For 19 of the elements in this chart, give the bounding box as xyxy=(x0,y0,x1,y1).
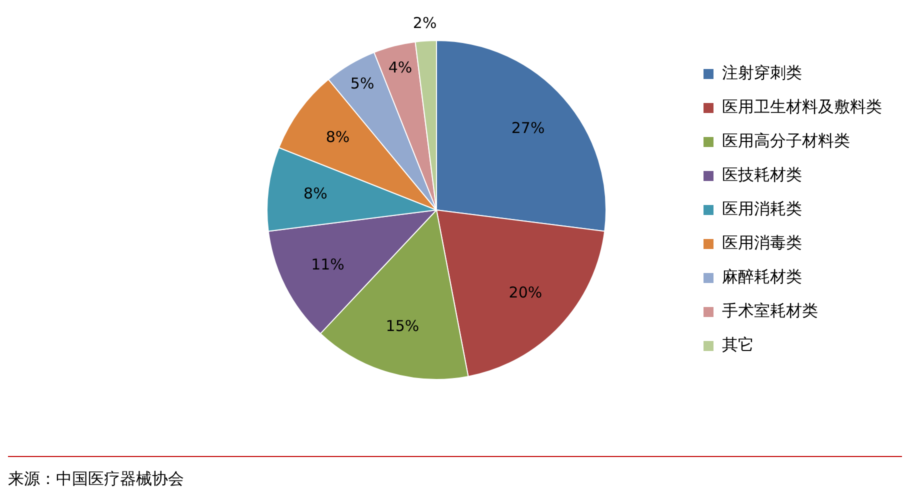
legend-label: 注射穿刺类 xyxy=(722,63,802,82)
data-label: 11% xyxy=(311,255,344,274)
data-label: 20% xyxy=(508,283,542,302)
legend-label: 医技耗材类 xyxy=(722,165,802,184)
legend-label: 医用卫生材料及敷料类 xyxy=(722,97,882,116)
data-label: 8% xyxy=(304,184,328,203)
legend-label: 手术室耗材类 xyxy=(722,301,818,320)
legend-label: 麻醉耗材类 xyxy=(722,267,802,286)
data-label: 8% xyxy=(326,128,350,146)
data-label: 15% xyxy=(386,317,420,336)
data-label: 4% xyxy=(388,58,412,77)
data-label: 2% xyxy=(412,14,437,32)
legend-label: 医用高分子材料类 xyxy=(722,131,850,150)
source-note: 来源：中国医疗器械协会 xyxy=(8,469,185,490)
data-label: 27% xyxy=(511,119,545,138)
legend-label: 其它 xyxy=(722,335,754,354)
legend-label: 医用消毒类 xyxy=(722,233,802,252)
legend-label: 医用消耗类 xyxy=(722,199,802,218)
data-label: 5% xyxy=(350,74,374,92)
